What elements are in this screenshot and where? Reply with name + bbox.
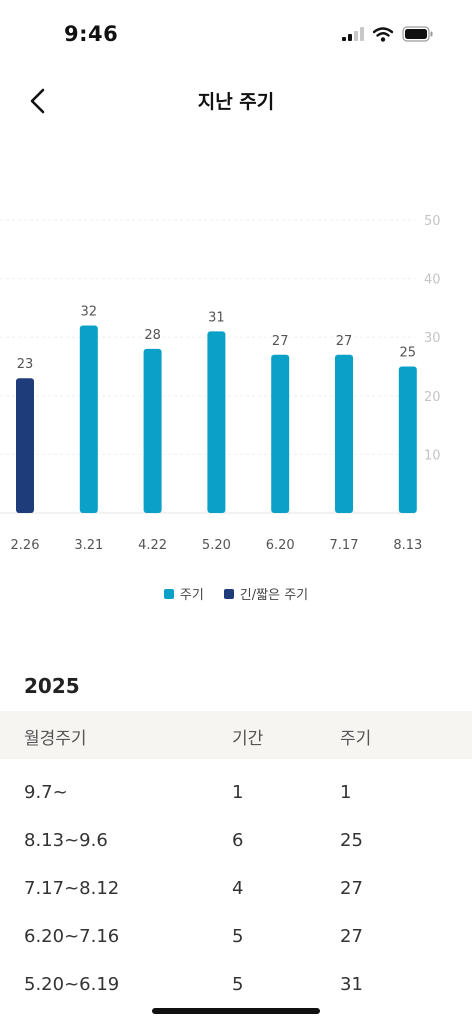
cell-duration: 5	[232, 974, 244, 995]
bar	[207, 331, 226, 513]
cell-cycle: 27	[340, 926, 363, 947]
legend-label-long-short: 긴/짧은 주기	[239, 588, 309, 603]
bar	[16, 378, 34, 513]
legend-swatch-long-short	[223, 588, 234, 599]
legend-label-normal: 주기	[179, 588, 204, 603]
table-row[interactable]: 6.20~7.16 5 27	[0, 914, 472, 962]
bar	[398, 366, 417, 513]
cell-duration: 6	[232, 830, 244, 851]
y-tick-label: 50	[424, 214, 441, 229]
status-icons	[342, 26, 434, 42]
cell-range: 7.17~8.12	[24, 878, 120, 899]
bar	[271, 354, 290, 513]
nav-bar: 지난 주기	[0, 70, 472, 130]
cell-cycle: 31	[340, 974, 363, 995]
x-tick-label: 8.13	[393, 538, 422, 553]
bar	[79, 325, 98, 513]
cell-cycle: 25	[340, 830, 363, 851]
home-indicator	[152, 1008, 320, 1014]
cell-duration: 4	[232, 878, 244, 899]
cell-range: 6.20~7.16	[24, 926, 120, 947]
cell-duration: 1	[232, 782, 244, 803]
y-tick-label: 40	[424, 273, 441, 288]
header-duration: 기간	[232, 729, 264, 749]
wifi-icon	[373, 26, 393, 42]
legend-item-normal: 주기	[163, 584, 204, 603]
cell-cycle: 27	[340, 878, 363, 899]
bar-value-label: 27	[336, 334, 353, 349]
battery-icon	[402, 26, 433, 42]
header-cycle-length: 주기	[340, 729, 372, 749]
x-tick-label: 3.21	[74, 538, 103, 553]
table-row[interactable]: 7.17~8.12 4 27	[0, 866, 472, 914]
cell-range: 9.7~	[24, 782, 68, 803]
cell-range: 5.20~6.19	[24, 974, 120, 995]
bar	[143, 348, 162, 513]
x-tick-label: 4.22	[138, 538, 167, 553]
legend-swatch-normal	[163, 588, 174, 599]
legend-item-long-short: 긴/짧은 주기	[223, 584, 309, 603]
year-heading: 2025	[24, 674, 80, 698]
x-tick-label: 7.17	[330, 538, 359, 553]
bar-value-label: 28	[144, 328, 161, 343]
table-row[interactable]: 8.13~9.6 6 25	[0, 818, 472, 866]
bar-value-label: 31	[208, 310, 225, 325]
bar-value-label: 25	[400, 346, 417, 361]
header-cycle-range: 월경주기	[24, 729, 87, 749]
page-title: 지난 주기	[197, 91, 275, 113]
table-row[interactable]: 9.7~ 1 1	[0, 770, 472, 818]
y-tick-label: 20	[424, 390, 441, 405]
bar-value-label: 27	[272, 334, 289, 349]
back-arrow-icon[interactable]	[24, 86, 54, 116]
x-tick-label: 5.20	[202, 538, 231, 553]
status-bar: 9:46	[0, 0, 472, 70]
y-tick-label: 30	[424, 331, 441, 346]
cell-range: 8.13~9.6	[24, 830, 108, 851]
bar-value-label: 32	[81, 304, 98, 319]
table-row[interactable]: 5.20~6.19 5 31	[0, 962, 472, 1010]
cell-duration: 5	[232, 926, 244, 947]
y-tick-label: 10	[424, 448, 441, 463]
x-tick-label: 6.20	[266, 538, 295, 553]
bar-value-label: 23	[17, 357, 34, 372]
x-tick-label: 2.26	[11, 538, 40, 553]
cycle-bar-chart: 10 20 30 40 50 23 2.26 32 3.21 28 4.22 31 5.20 27 6.20…	[0, 214, 441, 553]
cell-cycle: 1	[340, 782, 352, 803]
bar	[335, 354, 353, 513]
status-time: 9:46	[64, 22, 119, 46]
cellular-signal-icon	[342, 27, 364, 41]
chart-legend: 주기 긴/짧은 주기	[0, 584, 472, 603]
table-header: 월경주기 기간 주기	[0, 711, 472, 759]
